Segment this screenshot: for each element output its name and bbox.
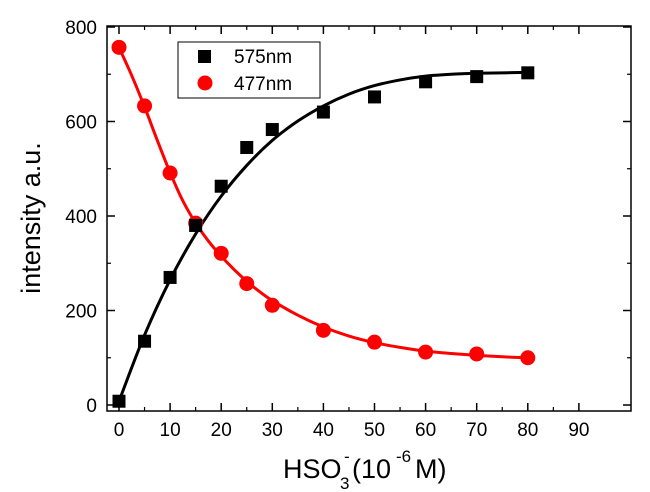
y-tick-label: 400 (65, 207, 97, 228)
y-tick-label: 200 (65, 302, 97, 323)
legend-label-477nm: 477nm (234, 74, 292, 95)
x-tick-label: 0 (114, 420, 125, 441)
x-axis-title-unit-exponent: -6 (396, 447, 411, 466)
point-575nm (265, 123, 279, 137)
legend: 575nm 477nm (177, 41, 321, 99)
point-477nm (239, 276, 255, 292)
x-tick-label: 60 (415, 420, 436, 441)
point-575nm (138, 334, 152, 348)
legend-marker-477nm (197, 75, 213, 91)
y-axis-title: intensity a.u. (16, 142, 46, 294)
point-575nm (470, 70, 484, 84)
x-axis-title: HSO 3 - (10 -6 M) (283, 447, 446, 492)
x-tick-label: 50 (364, 420, 385, 441)
x-axis-title-unit-open: (10 (352, 454, 391, 484)
x-tick-label: 10 (160, 420, 181, 441)
point-477nm (264, 297, 280, 313)
x-axis-title-subscript: 3 (340, 474, 349, 492)
x-tick-label: 70 (466, 420, 487, 441)
point-477nm (418, 344, 434, 360)
fit-line-575nm (117, 70, 528, 402)
point-477nm (520, 350, 536, 366)
x-axis-title-superscript: - (344, 447, 350, 466)
fit-curves (117, 46, 528, 402)
point-575nm (112, 394, 126, 408)
y-tick-label: 600 (65, 113, 97, 134)
point-477nm (469, 346, 485, 362)
x-tick-label: 30 (262, 420, 283, 441)
y-tick-label: 0 (86, 396, 97, 417)
x-axis-title-unit-close: M) (415, 454, 446, 484)
point-575nm (521, 66, 535, 80)
point-575nm (189, 218, 203, 232)
point-477nm (137, 98, 153, 114)
x-tick-label: 80 (517, 420, 538, 441)
point-477nm (111, 39, 127, 55)
plot-frame (106, 25, 632, 412)
point-477nm (213, 245, 229, 261)
point-575nm (163, 270, 177, 284)
legend-label-575nm: 575nm (234, 47, 292, 68)
point-575nm (214, 179, 228, 193)
x-axis-title-main: HSO (283, 454, 342, 484)
axes: 0 10 20 30 40 50 60 70 80 90 0 200 400 600 800 (65, 18, 631, 441)
y-tick-label: 800 (65, 18, 97, 39)
x-tick-label: 90 (568, 420, 589, 441)
point-575nm (368, 90, 381, 104)
point-477nm (315, 322, 331, 338)
data-markers (111, 39, 536, 408)
point-575nm (419, 75, 433, 89)
x-tick-label: 40 (313, 420, 334, 441)
legend-marker-575nm (198, 50, 211, 63)
point-575nm (316, 105, 330, 119)
point-477nm (162, 165, 178, 181)
x-tick-label: 20 (211, 420, 232, 441)
point-477nm (367, 334, 382, 350)
point-575nm (240, 140, 254, 154)
